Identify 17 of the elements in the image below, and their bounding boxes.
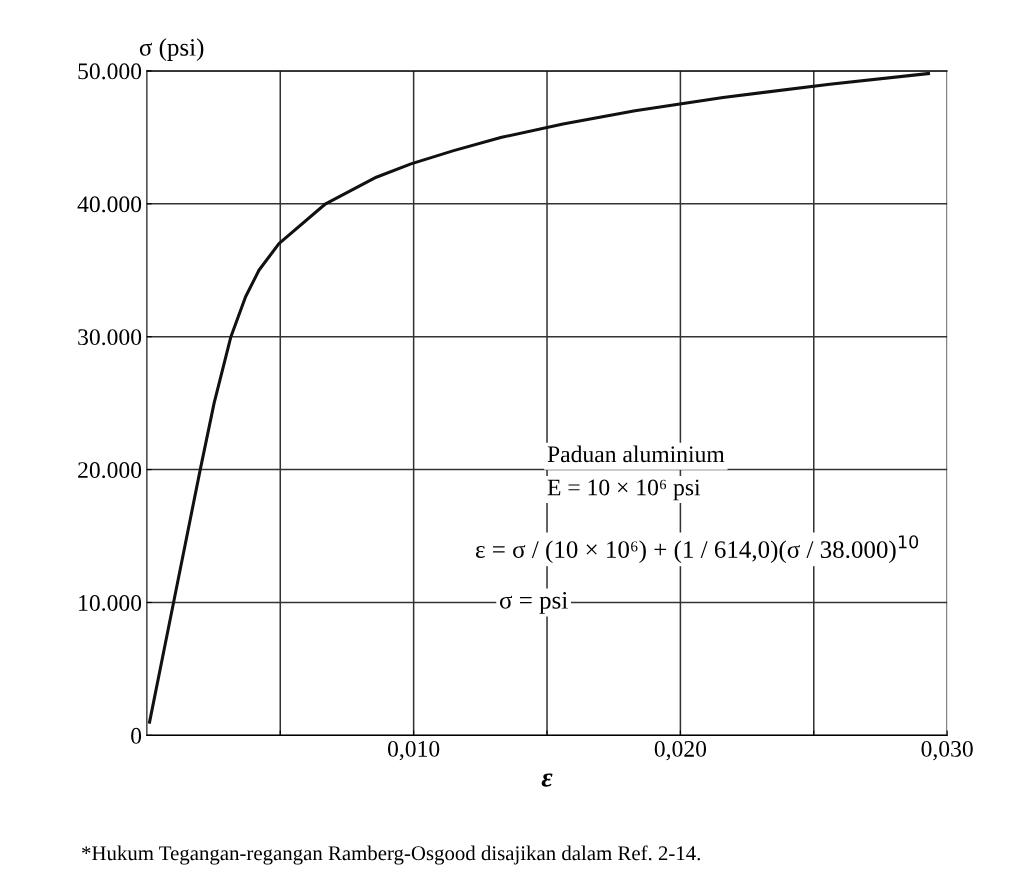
annotation: ε = σ / (10 × 10⁶) + (1 / 614,0)(σ / 38.000)$^{10}$ xyxy=(475,535,919,564)
annotation: E = 10 × 10⁶ psi xyxy=(547,479,701,501)
y-tick-label: 30.000 xyxy=(78,329,142,346)
x-axis-title: ε xyxy=(541,773,553,787)
y-tick-label: 10.000 xyxy=(79,594,142,612)
y-tick-label: 50.000 xyxy=(78,63,142,80)
text: *Hukum Tegangan-regangan Ramberg-Osgood disajikan dalam Ref. 2-14. xyxy=(82,845,700,865)
y-tick-label: 40.000 xyxy=(77,196,142,213)
line-series xyxy=(148,72,931,724)
y-axis-title: σ (psi) xyxy=(139,38,204,61)
annotation: Paduan aluminium xyxy=(547,445,725,463)
annotation: σ = psi xyxy=(499,591,568,614)
y-tick-label: 0 xyxy=(131,727,142,744)
y-tick-label: 20.000 xyxy=(78,462,142,479)
x-tick-label: 0,030 xyxy=(921,740,973,761)
x-tick-label: 0,010 xyxy=(387,740,440,761)
x-tick-label: 0,020 xyxy=(654,740,707,761)
